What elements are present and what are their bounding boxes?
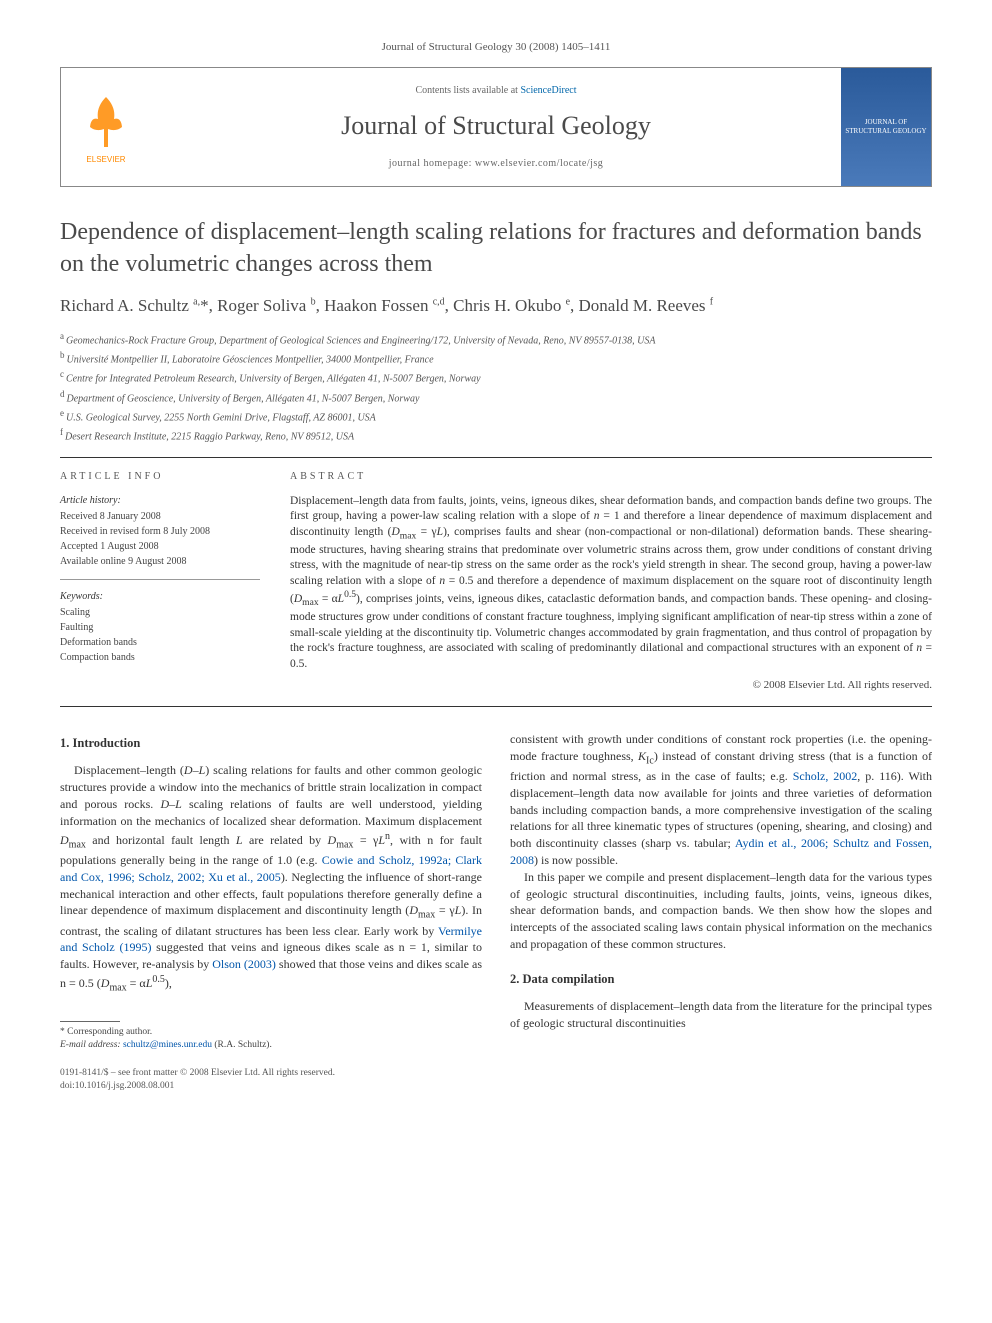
keyword-item: Faulting <box>60 621 260 635</box>
col2-paragraph-1: consistent with growth under conditions … <box>510 731 932 869</box>
history-label: Article history: <box>60 494 260 508</box>
email-label: E-mail address: <box>60 1040 123 1050</box>
keyword-item: Compaction bands <box>60 651 260 665</box>
front-matter-line: 0191-8141/$ – see front matter © 2008 El… <box>60 1067 482 1079</box>
keyword-item: Deformation bands <box>60 636 260 650</box>
history-item: Available online 9 August 2008 <box>60 555 260 569</box>
publisher-logo: ELSEVIER <box>61 68 151 186</box>
affiliation-item: bUniversité Montpellier II, Laboratoire … <box>60 349 932 367</box>
affiliation-item: eU.S. Geological Survey, 2255 North Gemi… <box>60 407 932 425</box>
abstract-text: Displacement–length data from faults, jo… <box>290 494 932 673</box>
history-item: Accepted 1 August 2008 <box>60 540 260 554</box>
homepage-prefix: journal homepage: <box>389 158 475 169</box>
affiliation-item: fDesert Research Institute, 2215 Raggio … <box>60 426 932 444</box>
footnote-separator <box>60 1021 120 1022</box>
body-column-right: consistent with growth under conditions … <box>510 731 932 1092</box>
history-item: Received 8 January 2008 <box>60 510 260 524</box>
contents-prefix: Contents lists available at <box>415 85 520 96</box>
corresponding-author-footnote: * Corresponding author. E-mail address: … <box>60 1026 482 1051</box>
sciencedirect-link[interactable]: ScienceDirect <box>520 85 576 96</box>
history-item: Received in revised form 8 July 2008 <box>60 525 260 539</box>
abstract-copyright: © 2008 Elsevier Ltd. All rights reserved… <box>290 678 932 693</box>
affiliation-item: cCentre for Integrated Petroleum Researc… <box>60 368 932 386</box>
journal-reference: Journal of Structural Geology 30 (2008) … <box>60 40 932 55</box>
article-info-heading: ARTICLE INFO <box>60 470 260 484</box>
section-2-paragraph-1: Measurements of displacement–length data… <box>510 998 932 1032</box>
info-divider <box>60 579 260 580</box>
abstract-heading: ABSTRACT <box>290 470 932 484</box>
journal-homepage: journal homepage: www.elsevier.com/locat… <box>389 157 604 171</box>
article-info: ARTICLE INFO Article history: Received 8… <box>60 470 260 694</box>
keyword-item: Scaling <box>60 606 260 620</box>
journal-name: Journal of Structural Geology <box>341 108 651 144</box>
info-abstract-row: ARTICLE INFO Article history: Received 8… <box>60 470 932 694</box>
bottom-metadata: 0191-8141/$ – see front matter © 2008 El… <box>60 1067 482 1092</box>
corresponding-label: * Corresponding author. <box>60 1026 482 1038</box>
contents-available: Contents lists available at ScienceDirec… <box>415 84 576 98</box>
svg-text:ELSEVIER: ELSEVIER <box>86 155 125 164</box>
author-email[interactable]: schultz@mines.unr.edu <box>123 1040 212 1050</box>
section-1-heading: 1. Introduction <box>60 735 482 753</box>
email-line: E-mail address: schultz@mines.unr.edu (R… <box>60 1039 482 1051</box>
elsevier-tree-icon: ELSEVIER <box>76 87 136 167</box>
affiliation-item: aGeomechanics-Rock Fracture Group, Depar… <box>60 330 932 348</box>
section-2-heading: 2. Data compilation <box>510 971 932 989</box>
header-center: Contents lists available at ScienceDirec… <box>151 68 841 186</box>
abstract-column: ABSTRACT Displacement–length data from f… <box>290 470 932 694</box>
col2-paragraph-2: In this paper we compile and present dis… <box>510 869 932 953</box>
affiliations: aGeomechanics-Rock Fracture Group, Depar… <box>60 330 932 445</box>
author-list: Richard A. Schultz a,*, Roger Soliva b, … <box>60 294 932 318</box>
homepage-url[interactable]: www.elsevier.com/locate/jsg <box>475 158 603 169</box>
separator-top <box>60 457 932 458</box>
section-1-paragraph-1: Displacement–length (D–L) scaling relati… <box>60 762 482 995</box>
keywords-label: Keywords: <box>60 590 260 604</box>
affiliation-item: dDepartment of Geoscience, University of… <box>60 388 932 406</box>
separator-bottom <box>60 706 932 707</box>
cover-label: JOURNAL OF STRUCTURAL GEOLOGY <box>845 118 927 138</box>
doi-line: doi:10.1016/j.jsg.2008.08.001 <box>60 1080 482 1092</box>
body-column-left: 1. Introduction Displacement–length (D–L… <box>60 731 482 1092</box>
journal-header: ELSEVIER Contents lists available at Sci… <box>60 67 932 187</box>
email-suffix: (R.A. Schultz). <box>212 1040 272 1050</box>
body-columns: 1. Introduction Displacement–length (D–L… <box>60 731 932 1092</box>
journal-cover-thumbnail: JOURNAL OF STRUCTURAL GEOLOGY <box>841 68 931 186</box>
article-title: Dependence of displacement–length scalin… <box>60 217 932 279</box>
